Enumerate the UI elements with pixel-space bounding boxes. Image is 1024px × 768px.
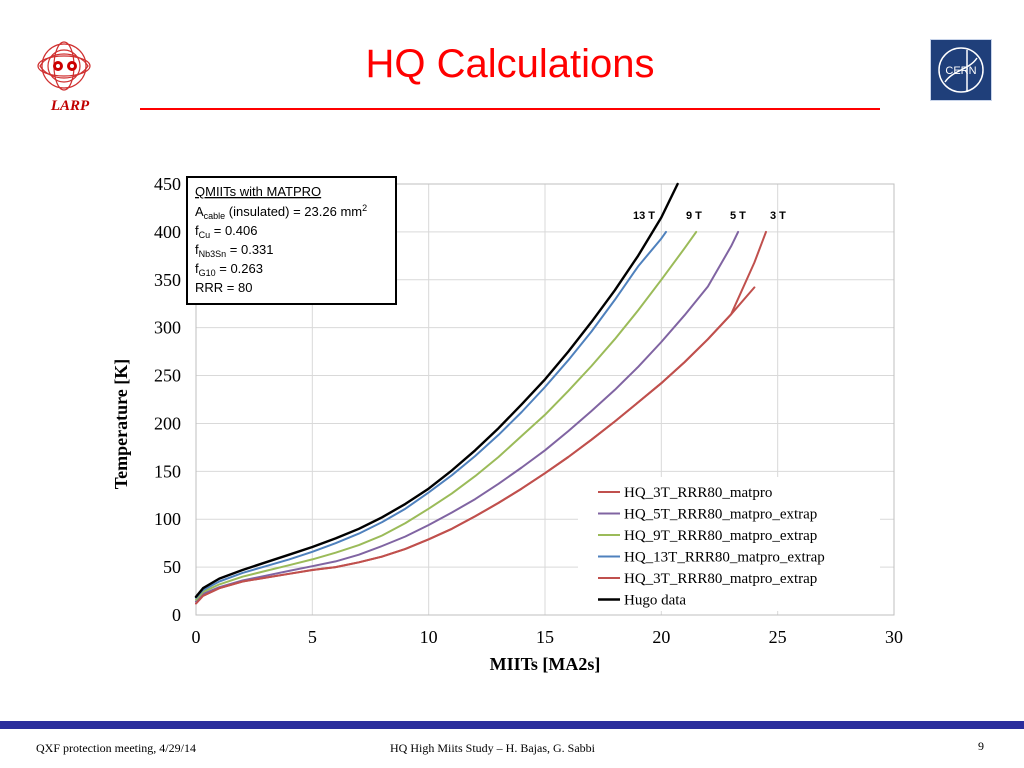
cern-logo: CERN — [930, 39, 992, 101]
chart-legend: HQ_3T_RRR80_matpro HQ_5T_RRR80_matpro_ext… — [578, 477, 880, 611]
x-axis-label: MIITs [MA2s] — [490, 654, 601, 674]
annotation-3t: 3 T — [770, 210, 786, 222]
annotation-5t: 5 T — [730, 210, 746, 222]
y-tick-label: 200 — [154, 413, 181, 433]
footer-study-title: HQ High Miits Study – H. Bajas, G. Sabbi — [390, 741, 596, 755]
footer-bar — [0, 721, 1024, 729]
y-tick-label: 50 — [163, 557, 181, 577]
x-tick-label: 20 — [652, 627, 670, 647]
y-tick-label: 300 — [154, 318, 181, 338]
slide-title: HQ Calculations — [365, 42, 655, 86]
box-line-acable: Acable (insulated) = 23.26 mm2 — [195, 203, 367, 221]
larp-logo-text: LARP — [50, 98, 90, 114]
legend-label: HQ_3T_RRR80_matpro — [624, 485, 772, 501]
y-tick-label: 0 — [172, 605, 181, 625]
x-tick-label: 30 — [885, 627, 903, 647]
y-tick-label: 150 — [154, 461, 181, 481]
legend-label: HQ_13T_RRR80_matpro_extrap — [624, 550, 825, 566]
cern-logo-text: CERN — [945, 65, 976, 77]
y-axis-label: Temperature [K] — [111, 359, 131, 489]
box-line-fnb3sn: fNb3Sn = 0.331 — [195, 242, 274, 259]
x-tick-label: 5 — [308, 627, 317, 647]
annotation-9t: 9 T — [686, 210, 702, 222]
box-line-fcu: fCu = 0.406 — [195, 223, 258, 240]
cern-emblem-icon: CERN — [938, 47, 984, 93]
series-line-4 — [195, 230, 767, 605]
larp-emblem-icon — [37, 41, 91, 91]
box-line-fg10: fG10 = 0.263 — [195, 261, 263, 278]
chart-series — [194, 182, 767, 605]
y-tick-label: 400 — [154, 222, 181, 242]
larp-logo: LARP — [30, 36, 110, 120]
temperature-miits-chart: 0 5 10 15 20 25 30050100150200250300350400450 … — [111, 174, 903, 674]
series-line-3 — [195, 230, 667, 599]
y-tick-label: 250 — [154, 366, 181, 386]
title-rule — [140, 108, 880, 110]
box-title: QMIITs with MATPRO — [195, 184, 321, 199]
legend-label: HQ_3T_RRR80_matpro_extrap — [624, 571, 817, 587]
page-number: 9 — [978, 739, 984, 753]
annotation-13t: 13 T — [633, 210, 655, 222]
box-line-rrr: RRR = 80 — [195, 280, 252, 295]
x-tick-label: 0 — [192, 627, 201, 647]
footer-meeting: QXF protection meeting, 4/29/14 — [36, 741, 196, 755]
legend-label: HQ_5T_RRR80_matpro_extrap — [624, 507, 817, 523]
y-tick-label: 350 — [154, 270, 181, 290]
parameter-box: QMIITs with MATPRO Acable (insulated) = … — [186, 176, 397, 305]
series-line-2 — [195, 230, 698, 601]
y-tick-label: 100 — [154, 509, 181, 529]
x-tick-label: 10 — [420, 627, 438, 647]
plot-area — [195, 183, 895, 616]
y-tick-label: 450 — [154, 174, 181, 194]
legend-label: HQ_9T_RRR80_matpro_extrap — [624, 528, 817, 544]
series-line-5 — [194, 182, 679, 598]
legend-label: Hugo data — [624, 593, 686, 609]
x-tick-label: 25 — [769, 627, 787, 647]
series-line-1 — [195, 230, 740, 603]
x-tick-label: 15 — [536, 627, 554, 647]
